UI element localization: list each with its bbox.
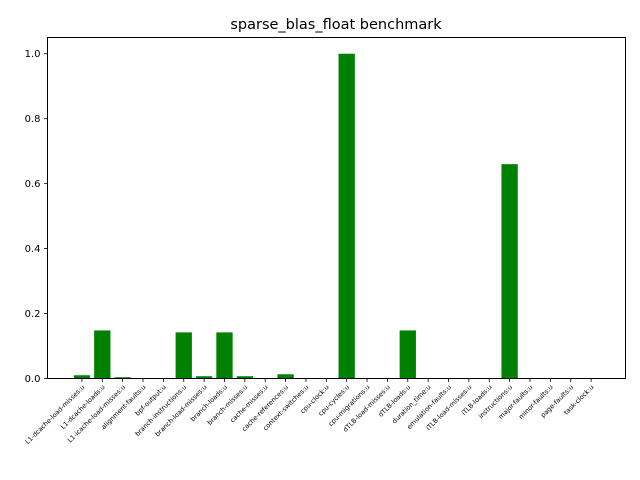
y-tick-label: 0.0	[25, 374, 41, 385]
y-tick-label: 0.8	[25, 114, 41, 125]
bar	[195, 376, 213, 379]
bar	[73, 375, 91, 379]
bar	[94, 330, 111, 379]
bar	[175, 332, 192, 379]
y-axis: 0.0 0.2 0.4 0.6 0.8 1.0	[25, 49, 48, 385]
y-tick-label: 0.6	[25, 179, 41, 190]
bar	[501, 164, 518, 379]
bar	[216, 332, 233, 379]
y-tick-label: 0.4	[25, 244, 41, 255]
bar	[114, 377, 131, 379]
bar	[236, 376, 253, 379]
plot-frame	[47, 37, 626, 379]
x-axis: L1-dcache-load-misses:uL1-dcache-loads:u…	[24, 378, 595, 446]
y-tick-label: 0.2	[25, 309, 41, 320]
bar	[338, 53, 355, 379]
bar	[277, 374, 294, 379]
chart-title: sparse_blas_float benchmark	[230, 17, 442, 33]
bar	[399, 330, 416, 379]
y-tick-label: 1.0	[25, 49, 41, 60]
plot-area	[73, 53, 518, 379]
